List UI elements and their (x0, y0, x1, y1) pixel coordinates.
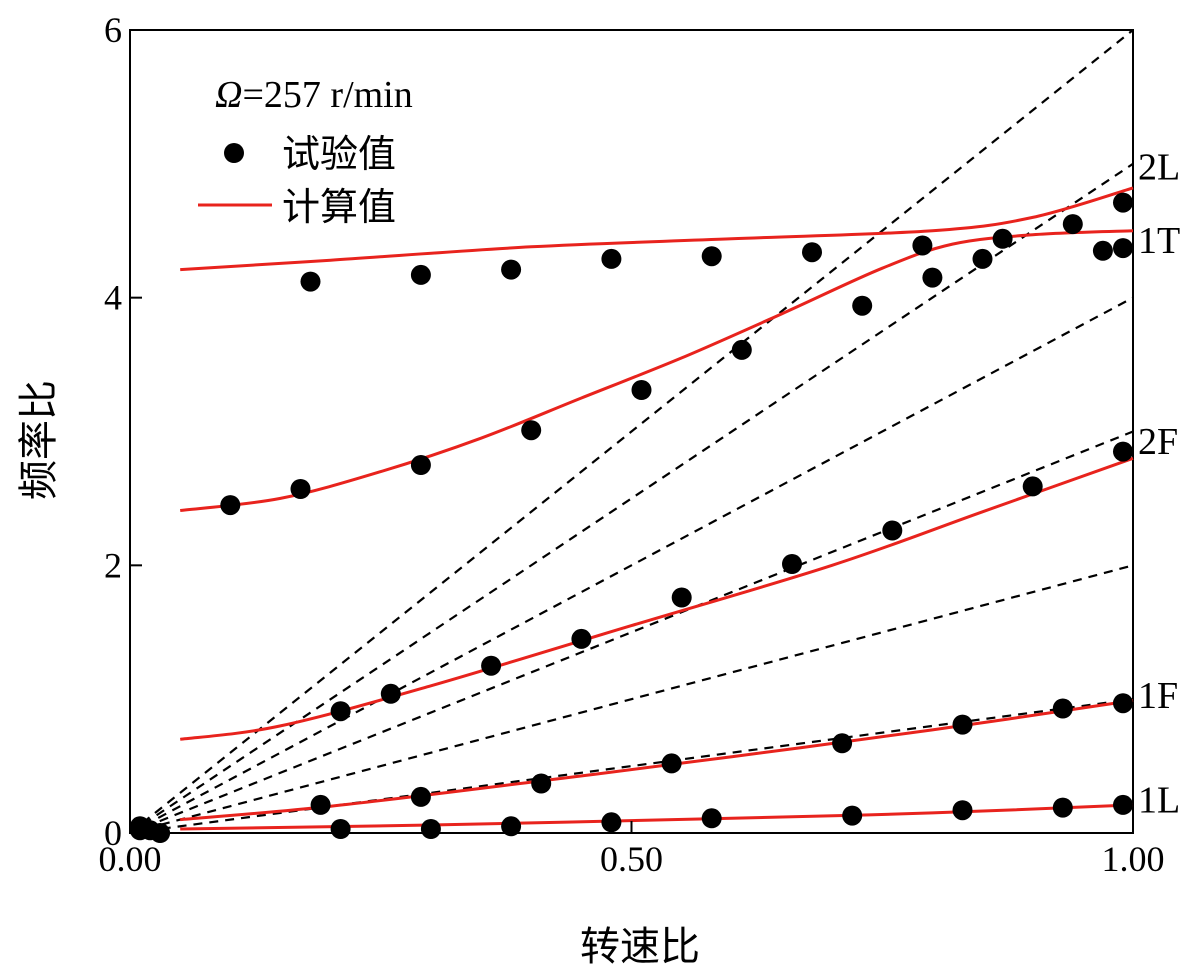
data-point (410, 455, 431, 475)
data-point (671, 587, 692, 608)
reference-line (129, 29, 1134, 834)
curve-label: 2F (1138, 421, 1178, 463)
legend-condition: Ω=257 r/min (215, 74, 413, 116)
reference-line (129, 564, 1134, 835)
data-point (922, 267, 943, 288)
reference-line (129, 698, 1134, 835)
data-point (1113, 794, 1133, 815)
data-point (290, 479, 311, 499)
data-point (882, 520, 903, 541)
calculated-curve (180, 456, 1134, 741)
data-point (1062, 214, 1083, 235)
data-point (661, 753, 682, 774)
data-point (782, 554, 802, 574)
data-point (420, 819, 441, 839)
x-tick-label: 1.00 (1102, 839, 1165, 879)
data-point (1092, 240, 1113, 261)
data-point (310, 794, 331, 815)
data-point (852, 295, 873, 316)
legend-dot-marker (224, 143, 244, 163)
legend-condition-text: =257 r/min (242, 74, 412, 116)
data-point (1052, 698, 1073, 719)
data-point (531, 773, 552, 794)
data-point (1113, 441, 1133, 462)
data-point (140, 820, 161, 841)
data-point (601, 248, 622, 269)
legend-omega-symbol: Ω (215, 74, 242, 116)
axis-ticks: 0.00 0.50 1.00 0 2 4 6 (99, 10, 1165, 879)
data-point (330, 819, 351, 839)
data-point (701, 808, 722, 829)
data-point (1113, 192, 1133, 213)
data-point (410, 264, 431, 285)
data-point (501, 816, 522, 837)
data-point (410, 786, 431, 807)
reference-line (129, 296, 1134, 834)
data-point (952, 800, 973, 821)
data-point (631, 380, 652, 400)
y-tick-label: 6 (104, 10, 122, 50)
x-tick-label: 0.00 (99, 839, 162, 879)
data-point (972, 248, 993, 269)
data-point (1022, 476, 1043, 497)
x-tick-label: 0.50 (600, 839, 663, 879)
curve-label: 1F (1138, 675, 1178, 717)
data-point (220, 495, 241, 516)
data-point (952, 714, 973, 735)
data-point (501, 259, 522, 280)
reference-lines (129, 29, 1134, 835)
data-point (1113, 693, 1133, 714)
calculated-curve (180, 186, 1134, 272)
data-point (601, 812, 622, 833)
data-point (832, 733, 853, 754)
data-point (330, 701, 351, 722)
y-tick-label: 0 (104, 813, 122, 853)
curve-label: 1L (1138, 780, 1180, 822)
calculated-curves (180, 186, 1134, 831)
data-point (802, 242, 822, 263)
legend-entry-experimental: 试验值 (282, 134, 396, 176)
data-point (912, 235, 933, 256)
data-point (571, 628, 592, 649)
data-point (1052, 797, 1073, 818)
curve-label: 2L (1138, 147, 1180, 189)
data-point (521, 420, 542, 441)
y-tick-label: 2 (104, 545, 122, 585)
data-point (842, 805, 863, 826)
y-tick-label: 4 (104, 278, 122, 318)
data-point (481, 655, 502, 676)
data-point (731, 339, 752, 360)
x-axis-label: 转速比 (580, 924, 700, 969)
data-point (1113, 238, 1133, 259)
curve-label: 1T (1138, 220, 1180, 262)
data-point (380, 683, 401, 704)
data-point (992, 228, 1013, 249)
experimental-points (130, 192, 1133, 843)
y-axis-label: 频率比 (16, 380, 61, 500)
legend-entry-calculated: 计算值 (282, 187, 396, 229)
data-point (300, 271, 321, 292)
curve-labels: 2L 1T 2F 1F 1L (1138, 147, 1180, 822)
calculated-curve (180, 229, 1134, 512)
legend: Ω=257 r/min 试验值 计算值 (198, 74, 413, 229)
reference-line (129, 430, 1134, 835)
data-point (701, 246, 722, 267)
